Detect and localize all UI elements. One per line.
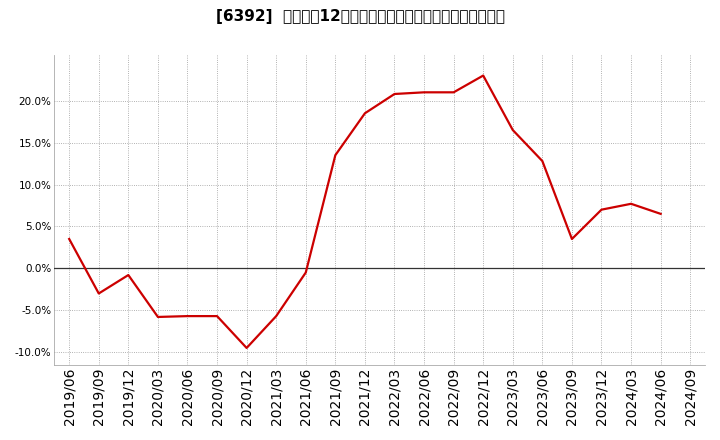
Text: [6392]  売上高の12か月移動合計の対前年同期増減率の推移: [6392] 売上高の12か月移動合計の対前年同期増減率の推移 — [215, 9, 505, 24]
